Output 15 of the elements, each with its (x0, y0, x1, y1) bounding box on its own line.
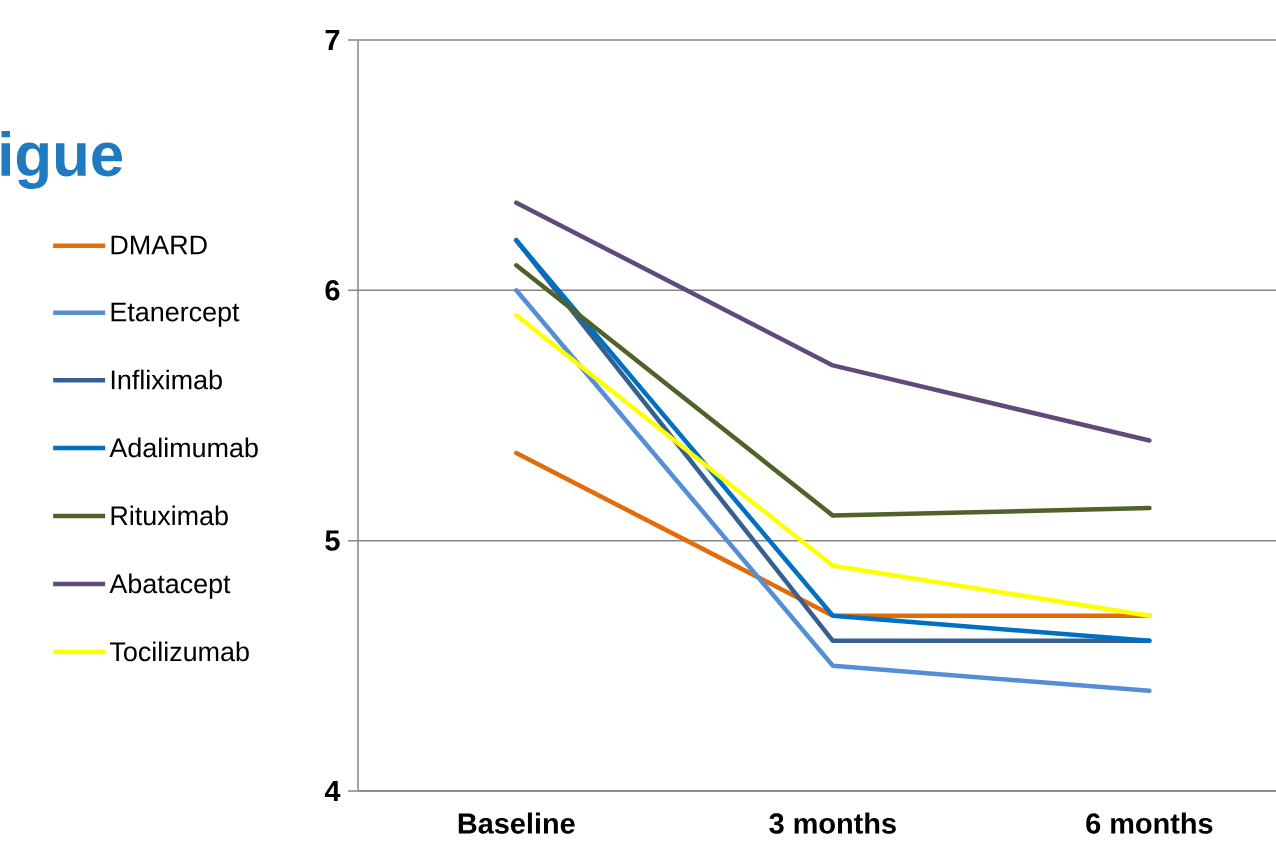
y-tick-label: 4 (324, 781, 341, 801)
y-tick-label: 7 (325, 30, 340, 50)
x-tick-label: 6 months (1086, 812, 1213, 834)
legend-label: Adalimumab (109, 437, 258, 458)
legend-label: Tocilizumab (110, 641, 249, 662)
legend-label: Etanercept (111, 302, 240, 327)
y-tick-label: 5 (325, 530, 340, 551)
text: igue (1, 131, 123, 189)
legend-label: Infliximab (111, 369, 222, 390)
legend-label: Rituximab (111, 505, 228, 526)
legend-label: DMARD (111, 235, 207, 255)
legend-label: Abatacept (109, 573, 231, 599)
x-tick-label: Baseline (458, 812, 575, 834)
y-tick-label: 6 (325, 280, 340, 301)
x-tick-label: 3 months (769, 812, 896, 834)
